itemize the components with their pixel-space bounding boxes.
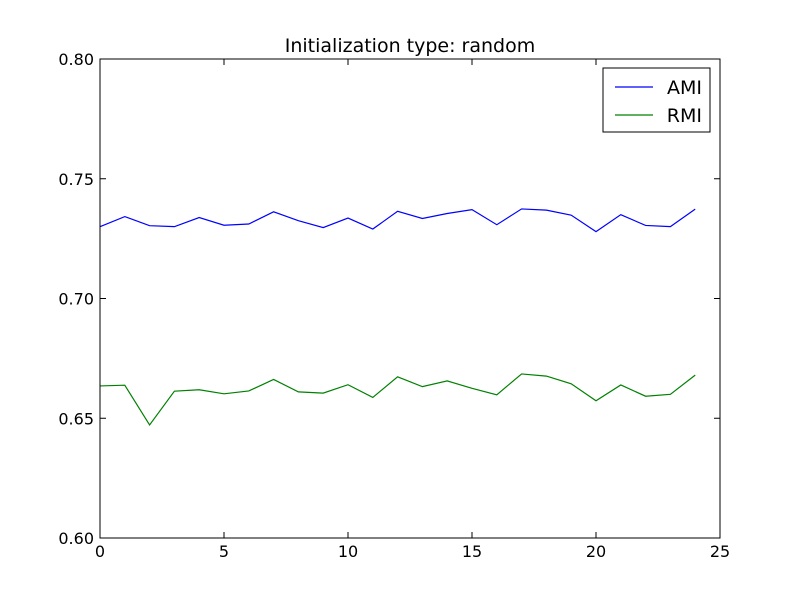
legend: AMI RMI	[602, 67, 711, 133]
chart-title: Initialization type: random	[285, 35, 535, 57]
x-tick-label: 5	[219, 542, 229, 561]
axis-ticks: 0 5 10 15 20 25 0.60 0.65 0.70 0.75 0.80	[58, 50, 730, 561]
x-tick-label: 25	[710, 542, 730, 561]
plot-lines	[99, 208, 696, 427]
legend-label-ami: AMI	[667, 77, 702, 99]
y-tick-label: 0.65	[58, 409, 94, 428]
x-tick-label: 15	[462, 542, 482, 561]
series-line-ami	[99, 208, 696, 233]
legend-label-rmi: RMI	[667, 105, 702, 127]
y-tick-label: 0.80	[58, 50, 94, 69]
y-tick-label: 0.75	[58, 170, 94, 189]
y-tick-label: 0.70	[58, 290, 94, 309]
series-line-rmi	[99, 373, 696, 427]
x-tick-label: 10	[338, 542, 358, 561]
x-tick-label: 20	[586, 542, 606, 561]
y-tick-label: 0.60	[58, 529, 94, 548]
legend-box	[602, 67, 711, 133]
x-tick-label: 0	[95, 542, 105, 561]
